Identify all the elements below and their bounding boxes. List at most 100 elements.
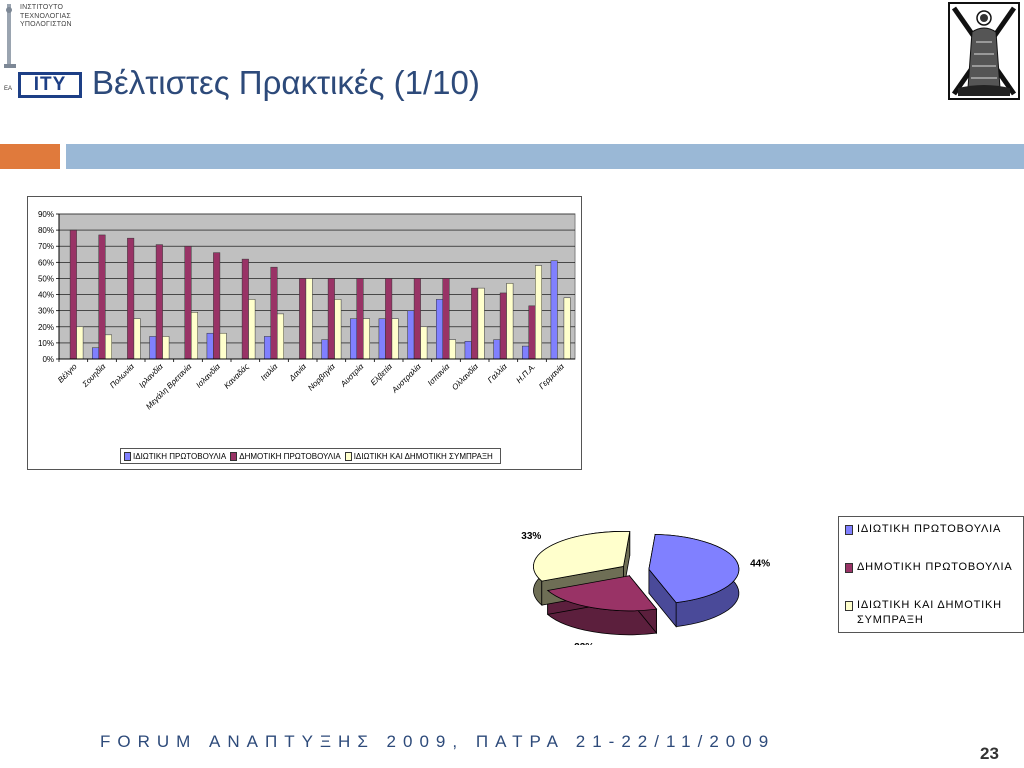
legend-item-series3: ΙΔΙΩΤΙΚΗ ΚΑΙ ΔΗΜΟΤΙΚΗ ΣΥΜΠΡΑΞΗ [344,451,493,461]
x-tick-label: Ιταλία [259,362,280,383]
logo-ity-mark: ITY [18,72,82,98]
bar-3 [105,334,112,360]
bar-1 [493,339,501,360]
x-tick-label: Πολωνία [108,362,136,390]
bar-2 [413,278,421,360]
y-tick-label: 30% [38,307,54,316]
pie-data-label: 44% [750,559,770,570]
legend-swatch [344,451,352,461]
x-tick-label: Νορβηγία [306,362,337,393]
pie-legend-label: ΙΔΙΩΤΙΚΗ ΠΡΩΤΟΒΟΥΛΙΑ [857,523,1002,535]
x-tick-label: Σουηδία [80,362,108,390]
bar-chart: 0% 10% 20% 30% 40% 50% 60% 70% 80% 90% Βέλγιο Σουηδ… [38,210,576,411]
bar-3 [420,326,428,360]
bar-1 [464,341,472,360]
bar-3 [391,318,399,360]
bar-1 [407,310,415,360]
y-tick-label: 50% [38,274,54,283]
x-tick-label: Ισπανία [426,362,452,388]
logo-line-2: ΤΕΧΝΟΛΟΓΙΑΣ [20,12,71,20]
pie-legend-label: ΙΔΙΩΤΙΚΗ ΚΑΙ ΔΗΜΟΤΙΚΗ ΣΥΜΠΡΑΞΗ [857,599,1002,626]
bar-1 [550,260,558,360]
bar-1 [206,332,214,360]
bar-2 [241,258,249,360]
bar-2 [155,244,163,360]
logo-line-1: ΙΝΣΤΙΤΟΥΤΟ [20,4,64,11]
bar-1 [264,336,271,360]
bar-3 [363,318,370,360]
bar-3 [506,283,514,360]
university-crest-icon [948,2,1020,100]
bar-3 [277,313,284,360]
y-tick-label: 0% [42,355,54,364]
bar-2 [327,278,335,360]
footer-text: FORUM ΑΝΑΠΤΥΞΗΣ 2009, ΠΑΤΡΑ 21-22/11/200… [100,732,776,751]
y-tick-label: 10% [38,339,54,348]
bar-3 [535,265,542,360]
pie-slice-3 [533,531,631,582]
pie-slice-2 [546,575,658,612]
bar-3 [334,299,342,360]
bar-2 [499,292,507,360]
bar-3 [449,339,456,360]
x-tick-label: Καναδάς [222,362,251,391]
bar-1 [378,318,386,360]
logo-ea-mark: EA [4,86,13,92]
pie-legend-item-3: ΙΔΙΩΤΙΚΗ ΚΑΙ ΔΗΜΟΤΙΚΗ ΣΥΜΠΡΑΞΗ [845,598,1017,628]
pie-legend-item-1: ΙΔΙΩΤΙΚΗ ΠΡΩΤΟΒΟΥΛΙΑ [845,522,1017,537]
bar-2 [442,278,450,360]
bar-2 [528,305,536,360]
x-tick-label: Γερμανία [537,362,566,391]
bar-3 [248,299,256,360]
y-tick-label: 40% [38,291,54,300]
bar-3 [76,326,84,360]
bar-1 [92,347,99,360]
ity-logo: ΙΝΣΤΙΤΟΥΤΟ ΤΕΧΝΟΛΟΓΙΑΣ ΥΠΟΛΟΓΙΣΤΩΝ ITY E… [0,0,82,100]
legend-swatch [124,451,131,461]
legend-item-series1: ΙΔΙΩΤΙΚΗ ΠΡΩΤΟΒΟΥΛΙΑ [124,451,226,461]
x-tick-label: Αυστραλία [390,362,424,396]
bar-2 [471,287,479,360]
bar-3 [563,297,571,360]
page-number: 23 [980,744,999,763]
bar-2 [184,245,192,360]
bar-1 [321,339,329,360]
bar-1 [149,336,157,360]
legend-label: ΔΗΜΟΤΙΚΗ ΠΡΩΤΟΒΟΥΛΙΑ [239,451,341,461]
logo-text: ΙΝΣΤΙΤΟΥΤΟ ΤΕΧΝΟΛΟΓΙΑΣ ΥΠΟΛΟΓΙΣΤΩΝ [20,4,72,30]
x-tick-label: Αυστρία [338,362,366,390]
bar-3 [162,336,170,360]
bar-2 [356,278,364,360]
y-tick-label: 20% [38,323,54,332]
pie-chart-legend: ΙΔΙΩΤΙΚΗ ΠΡΩΤΟΒΟΥΛΙΑ ΔΗΜΟΤΙΚΗ ΠΡΩΤΟΒΟΥΛΙ… [838,516,1024,633]
bar-2 [385,278,393,360]
x-tick-label: Η.Π.Α. [514,362,537,385]
bar-2 [127,237,135,360]
bar-chart-legend: ΙΔΙΩΤΙΚΗ ΠΡΩΤΟΒΟΥΛΙΑ ΔΗΜΟΤΙΚΗ ΠΡΩΤΟΒΟΥΛΙ… [120,448,501,464]
x-tick-label: Ελβετία [369,362,395,388]
x-tick-label: Δανία [287,362,309,384]
x-tick-label: Βέλγιο [56,362,79,385]
bar-2 [69,229,77,360]
accent-bar-orange [0,144,60,169]
bar-1 [436,299,443,360]
legend-swatch [845,525,853,535]
y-tick-label: 90% [38,210,54,219]
bar-1 [522,345,529,360]
legend-label: ΙΔΙΩΤΙΚΗ ΚΑΙ ΔΗΜΟΤΙΚΗ ΣΥΜΠΡΑΞΗ [353,451,493,461]
pie-legend-label: ΔΗΜΟΤΙΚΗ ΠΡΩΤΟΒΟΥΛΙΑ [857,561,1013,573]
page-title: Βέλτιστες Πρακτικές (1/10) [92,64,480,101]
x-tick-label: Γαλλία [486,362,509,385]
bar-3 [133,318,141,360]
pie-slice-1 [648,533,740,604]
pie-data-label: 33% [521,531,541,542]
pie-data-label: 23% [574,642,594,645]
legend-swatch [230,451,238,461]
accent-bar-blue [66,144,1024,169]
logo-line-3: ΥΠΟΛΟΓΙΣΤΩΝ [20,21,72,28]
bar-1 [350,318,357,360]
x-tick-label: Ιρλανδία [137,362,165,390]
logo-figure-icon [4,4,16,68]
bar-3 [191,312,198,360]
y-tick-label: 70% [38,242,54,251]
